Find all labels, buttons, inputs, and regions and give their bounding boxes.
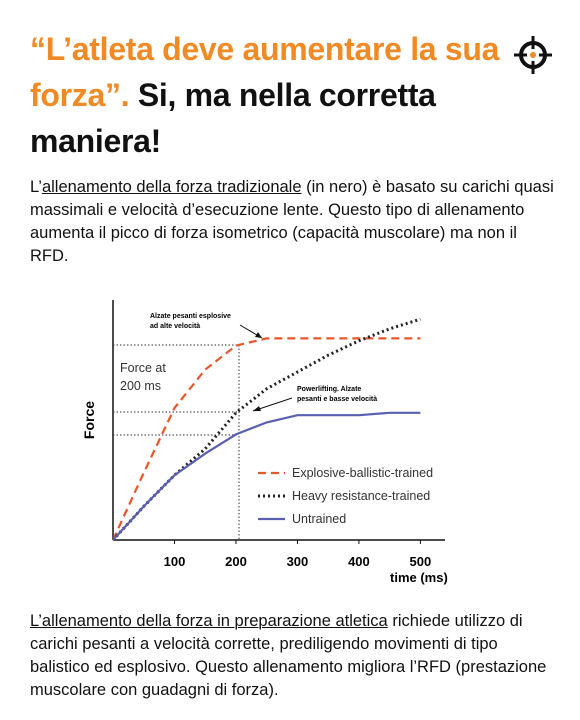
x-label: time (ms) [390, 570, 448, 585]
annotation: Powerlifting. Alzate [297, 386, 361, 393]
y-label: Force [81, 401, 97, 439]
underlined-text: L’allenamento della forza in preparazion… [30, 612, 388, 630]
annotation: Force at [120, 361, 166, 375]
paragraph: L’allenamento della forza in preparazion… [30, 610, 555, 702]
annotation: ad alte velocità [150, 323, 200, 330]
label-bg [116, 358, 176, 396]
reference-lines [113, 344, 240, 540]
x-tick-label: 400 [348, 554, 370, 569]
line-series [111, 317, 421, 542]
logo [514, 36, 552, 74]
annotation: Alzate pesanti esplosive [150, 313, 231, 320]
legend-label: Heavy resistance-trained [292, 489, 430, 503]
x-tick-label: 500 [410, 554, 432, 569]
arrow-head [255, 332, 262, 338]
paragraph: L’allenamento della forza tradizionale (… [30, 176, 555, 268]
text: L’ [30, 178, 42, 196]
underlined-text: allenamento della forza tradizionale [41, 178, 302, 196]
x-tick-label: 100 [164, 554, 186, 569]
line-series [112, 411, 421, 541]
annotation: pesanti e basse velocità [297, 396, 377, 403]
title-black: Si, ma nella corretta maniera! [30, 77, 436, 159]
title: “L’atleta deve aumentare la sua forza”. … [30, 26, 510, 164]
text: (in nero) è basato su carichi quasi mass… [30, 178, 554, 265]
legend-label: Explosive-ballistic-trained [292, 466, 433, 480]
chart: Force time (ms) Alzate pesanti esplosive… [81, 300, 448, 585]
arrow-head [253, 406, 261, 411]
legend-label: Untrained [292, 512, 346, 526]
x-tick-label: 300 [287, 554, 309, 569]
title-orange: “L’atleta deve aumentare la sua forza”. [30, 31, 500, 113]
text: richiede utilizzo di carichi pesanti a v… [30, 612, 547, 699]
x-tick-label: 200 [225, 554, 247, 569]
annotation: 200 ms [120, 379, 161, 393]
